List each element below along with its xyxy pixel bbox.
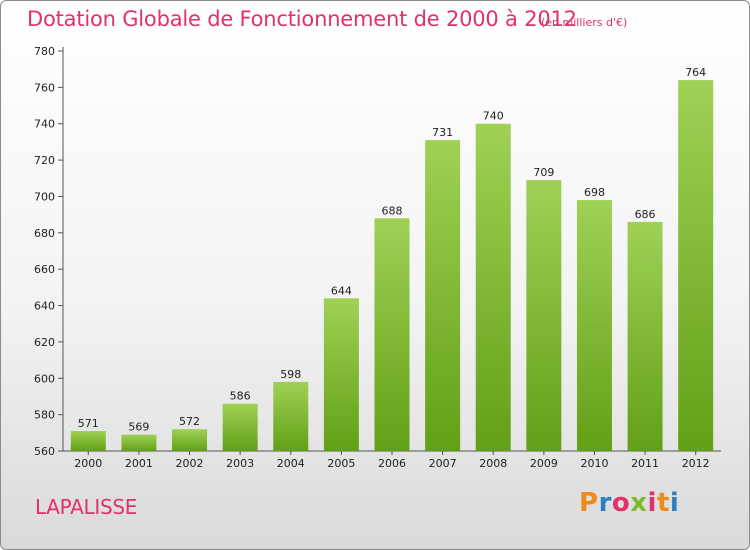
bar bbox=[273, 381, 309, 451]
data-label: 569 bbox=[128, 421, 149, 434]
data-label: 644 bbox=[331, 284, 352, 297]
bar bbox=[425, 140, 461, 451]
data-label: 598 bbox=[280, 368, 301, 381]
logo-letter: P bbox=[579, 488, 599, 518]
data-label: 586 bbox=[230, 390, 251, 403]
y-tick-label: 620 bbox=[34, 336, 55, 349]
x-tick-label: 2010 bbox=[580, 457, 608, 470]
bar bbox=[172, 429, 208, 451]
proxiti-logo: Proxiti bbox=[579, 488, 679, 518]
bar bbox=[475, 123, 511, 452]
x-tick-label: 2011 bbox=[631, 457, 659, 470]
y-tick-label: 700 bbox=[34, 190, 55, 203]
y-tick-label: 600 bbox=[34, 372, 55, 385]
logo-letter: o bbox=[611, 488, 631, 518]
bar bbox=[70, 431, 106, 451]
data-label: 764 bbox=[685, 66, 706, 79]
logo-letter: r bbox=[598, 488, 612, 518]
chart-unit-label: (en milliers d'€) bbox=[541, 16, 628, 29]
bar bbox=[222, 403, 258, 451]
logo-letter: t bbox=[656, 488, 670, 518]
data-label: 571 bbox=[78, 417, 99, 430]
data-label: 686 bbox=[635, 208, 656, 221]
x-tick-label: 2001 bbox=[125, 457, 153, 470]
x-tick-label: 2007 bbox=[429, 457, 457, 470]
y-tick-label: 660 bbox=[34, 263, 55, 276]
logo-letter: i bbox=[647, 488, 657, 518]
logo-letter: i bbox=[669, 488, 680, 518]
y-tick-label: 760 bbox=[34, 81, 55, 94]
x-tick-label: 2008 bbox=[479, 457, 507, 470]
y-tick-label: 740 bbox=[34, 118, 55, 131]
x-tick-label: 2005 bbox=[327, 457, 355, 470]
bar bbox=[526, 180, 562, 451]
bar bbox=[576, 200, 612, 451]
bar bbox=[627, 221, 663, 451]
y-tick-label: 680 bbox=[34, 227, 55, 240]
y-tick-label: 720 bbox=[34, 154, 55, 167]
bar bbox=[678, 80, 714, 451]
data-label: 688 bbox=[382, 204, 403, 217]
x-tick-label: 2003 bbox=[226, 457, 254, 470]
bar bbox=[121, 434, 157, 451]
data-label: 709 bbox=[533, 166, 554, 179]
data-label: 740 bbox=[483, 110, 504, 123]
y-tick-label: 580 bbox=[34, 409, 55, 422]
data-label: 698 bbox=[584, 186, 605, 199]
y-tick-label: 560 bbox=[34, 445, 55, 458]
x-tick-label: 2009 bbox=[530, 457, 558, 470]
data-label: 572 bbox=[179, 415, 200, 428]
y-tick-label: 780 bbox=[34, 45, 55, 58]
chart-title: Dotation Globale de Fonctionnement de 20… bbox=[27, 7, 577, 31]
x-tick-label: 2002 bbox=[176, 457, 204, 470]
x-tick-label: 2012 bbox=[682, 457, 710, 470]
bar bbox=[374, 218, 410, 451]
data-label: 731 bbox=[432, 126, 453, 139]
commune-name: LAPALISSE bbox=[35, 495, 138, 519]
x-tick-label: 2000 bbox=[74, 457, 102, 470]
logo-letter: x bbox=[630, 488, 648, 518]
y-tick-label: 640 bbox=[34, 300, 55, 313]
x-tick-label: 2004 bbox=[277, 457, 305, 470]
bar bbox=[323, 298, 359, 451]
x-tick-label: 2006 bbox=[378, 457, 406, 470]
